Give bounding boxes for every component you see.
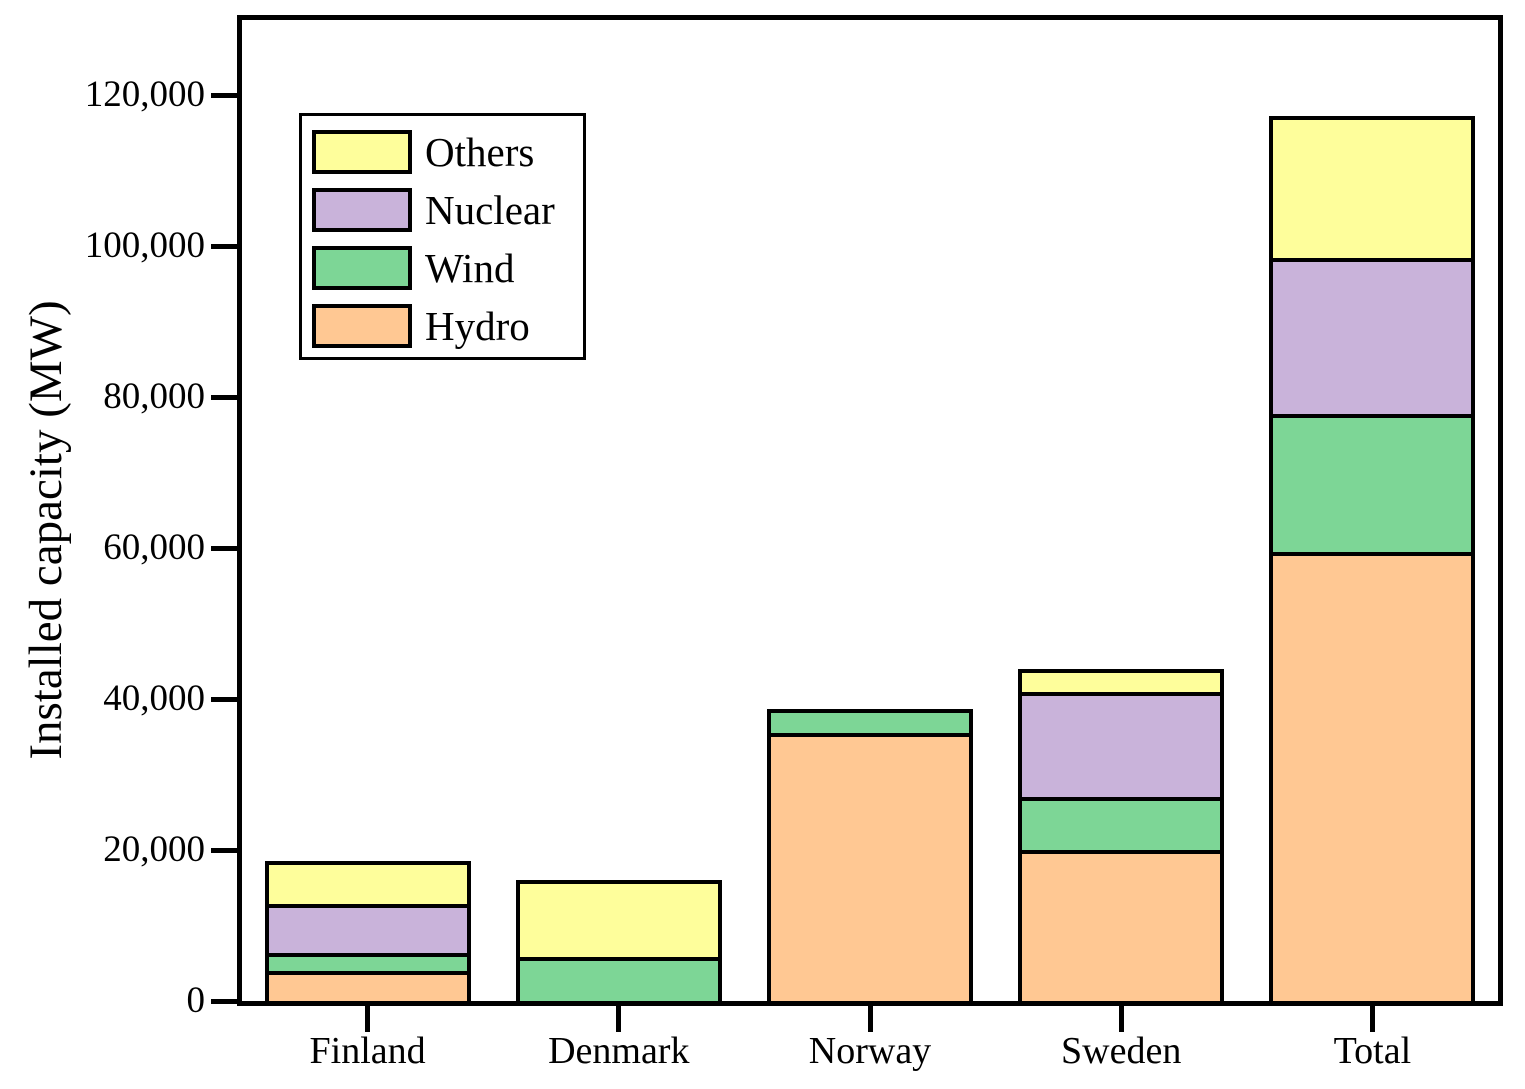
- y-axis-tick-label: 20,000: [103, 829, 205, 871]
- x-axis-tick: [616, 1006, 622, 1032]
- y-axis-tick: [211, 545, 237, 551]
- y-axis-tick: [211, 847, 237, 853]
- bar-finland-segment-nuclear: [264, 903, 471, 958]
- bar-total-segment-hydro: [1269, 552, 1476, 1005]
- bar-finland-segment-hydro: [264, 970, 471, 1005]
- y-axis-tick: [211, 394, 237, 400]
- x-axis-tick: [1369, 1006, 1375, 1032]
- y-axis-tick: [211, 998, 237, 1004]
- legend-item-nuclear: Nuclear: [312, 184, 583, 236]
- bar-denmark-segment-others: [515, 880, 722, 962]
- bar-sweden-segment-wind: [1018, 797, 1225, 855]
- bar-finland-segment-others: [264, 860, 471, 908]
- y-axis-tick: [211, 92, 237, 98]
- x-axis-tick: [867, 1006, 873, 1032]
- x-axis-tick-label: Finland: [309, 1030, 426, 1072]
- bar-norway-segment-hydro: [767, 733, 973, 1005]
- bar-total-segment-others: [1269, 115, 1476, 263]
- hydro-swatch: [312, 304, 412, 348]
- legend-label: Hydro: [425, 303, 530, 349]
- bar-sweden-segment-hydro: [1018, 850, 1225, 1005]
- legend-label: Nuclear: [425, 187, 555, 233]
- bar-sweden-segment-nuclear: [1018, 691, 1225, 802]
- y-axis-tick-label: 120,000: [84, 74, 205, 116]
- x-axis-tick: [365, 1006, 371, 1032]
- legend-label: Others: [425, 129, 535, 175]
- y-axis-tick-label: 60,000: [103, 527, 205, 569]
- x-axis-tick-label: Sweden: [1061, 1030, 1182, 1072]
- y-axis-tick: [211, 243, 237, 249]
- y-axis-tick-label: 80,000: [103, 376, 205, 418]
- x-axis-tick-label: Denmark: [548, 1030, 690, 1072]
- y-axis-tick: [211, 696, 237, 702]
- x-axis-tick-label: Total: [1333, 1030, 1412, 1072]
- bar-norway-segment-wind: [767, 708, 973, 738]
- bar-total-segment-wind: [1269, 413, 1476, 556]
- y-axis-tick-label: 100,000: [84, 225, 205, 267]
- legend-item-others: Others: [312, 126, 583, 178]
- y-axis-tick-label: 40,000: [103, 678, 205, 720]
- nuclear-swatch: [312, 188, 412, 232]
- legend: Others Nuclear Wind Hydro: [299, 113, 586, 360]
- bar-denmark-segment-wind: [515, 957, 722, 1005]
- x-axis-tick-label: Norway: [808, 1030, 932, 1072]
- legend-item-wind: Wind: [312, 242, 583, 294]
- y-axis-tick-label: 0: [186, 980, 206, 1021]
- wind-swatch: [312, 246, 412, 290]
- legend-item-hydro: Hydro: [312, 300, 583, 352]
- x-axis-tick: [1118, 1006, 1124, 1032]
- bar-total-segment-nuclear: [1269, 258, 1476, 418]
- legend-label: Wind: [425, 245, 515, 291]
- bar-sweden-segment-others: [1018, 668, 1225, 696]
- others-swatch: [312, 130, 412, 174]
